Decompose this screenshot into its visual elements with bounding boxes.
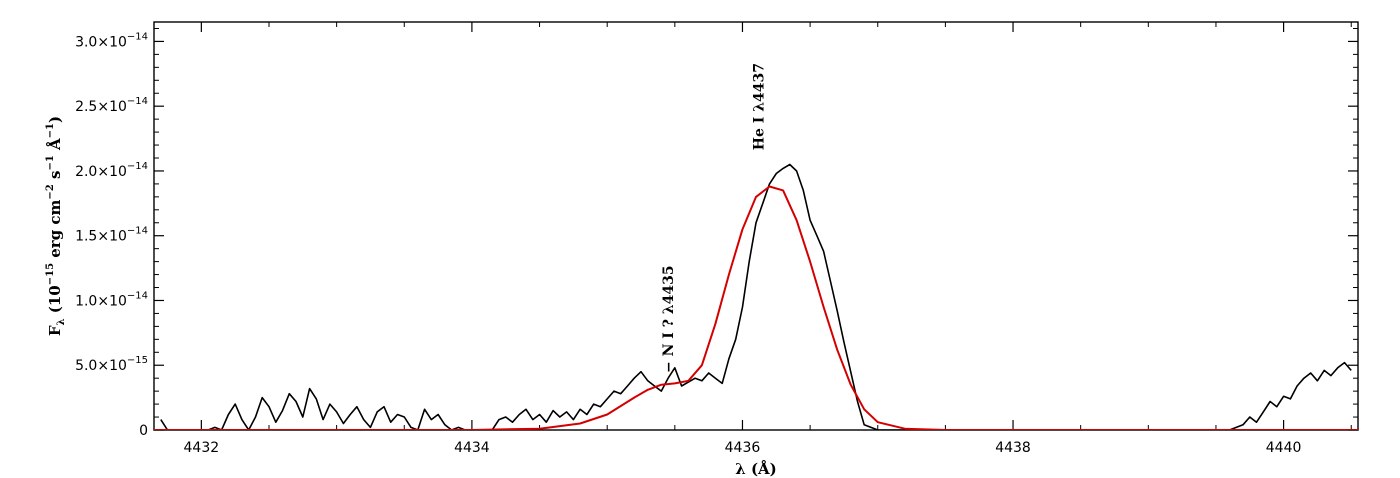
plot-frame [153, 21, 1359, 431]
x-tick-label: 4438 [995, 440, 1031, 456]
y-axis-title: Fλ (10−15 erg cm−2 s−1 Å−1) [45, 116, 67, 336]
x-tick-label: 4440 [1266, 440, 1302, 456]
y-tick-label: 1.0×10−14 [75, 290, 148, 309]
y-tick-label: 1.5×10−14 [75, 226, 148, 245]
x-tick-label: 4432 [184, 440, 220, 456]
y-tick-label: 2.5×10−14 [75, 96, 148, 115]
y-tick-label: 2.0×10−14 [75, 161, 148, 180]
y-tick-label: 3.0×10−14 [75, 31, 148, 50]
y-tick-label: 0 [139, 423, 148, 439]
x-axis-title: λ (Å) [735, 460, 777, 478]
x-tick-label: 4436 [725, 440, 761, 456]
y-tick-label: 5.0×10−15 [75, 355, 148, 374]
x-tick-label: 4434 [454, 440, 490, 456]
model-fit-line [154, 185, 1358, 430]
line-annotation: He I λ4437 [752, 63, 768, 150]
line-annotation: − N I ? λ4435 [661, 265, 677, 373]
observed-spectrum-line [160, 163, 1352, 430]
